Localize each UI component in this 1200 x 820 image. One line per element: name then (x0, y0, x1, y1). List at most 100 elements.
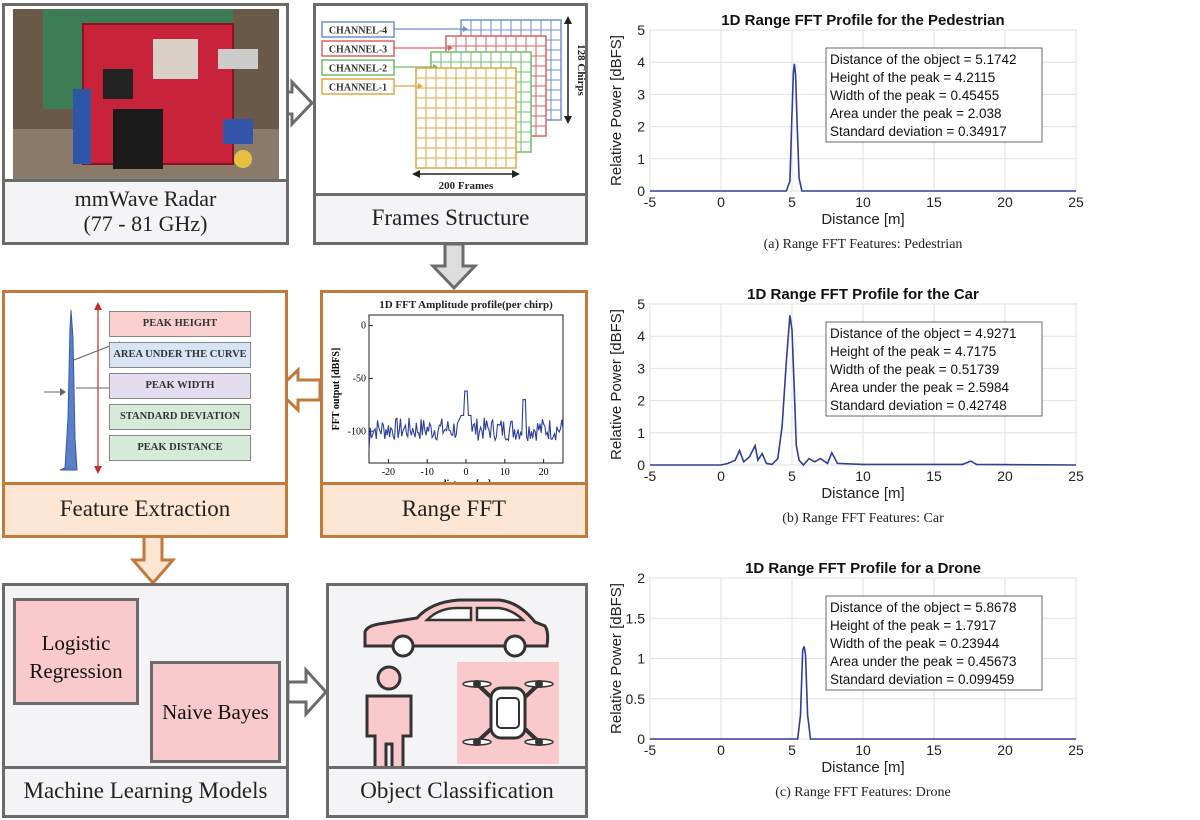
fft-xtick-label: -10 (421, 467, 434, 478)
chart-1-caption: (a) Range FFT Features: Pedestrian (764, 237, 963, 252)
feature-label-area-under-curve: AREA UNDER THE CURVE (109, 342, 251, 368)
chart-2-annotation-3: Width of the peak = 0.51739 (830, 362, 999, 377)
chart-3-title: 1D Range FFT Profile for a Drone (745, 560, 981, 577)
chart-2-ylabel: Relative Power [dBFS] (608, 309, 625, 460)
arrow-ml-to-classification (286, 666, 329, 718)
person-icon (365, 665, 413, 778)
fft-plot-frame (368, 314, 564, 464)
arrow-frames-to-fft (429, 242, 479, 291)
chart-2-xtick-label: 10 (855, 468, 871, 484)
chart-3-xtick-label: 15 (926, 742, 942, 758)
chart-2-annotation-5: Standard deviation = 0.42748 (830, 398, 1007, 413)
chart-1-annotation-4: Area under the peak = 2.038 (830, 106, 1002, 121)
chart-3-ytick-label: 1.5 (626, 610, 646, 626)
chart-3-ytick-label: 0.5 (626, 691, 646, 707)
fft-plot-title: 1D FFT Amplitude profile(per chirp) (379, 299, 553, 311)
chart-3-annotation-box (825, 595, 1043, 691)
chart-1-series-line (650, 63, 1076, 192)
channel-arrow-head (463, 26, 468, 32)
chart-1-ytick-label: 1 (637, 151, 645, 167)
car-icon (363, 598, 550, 658)
chart-3-series-line (650, 646, 1076, 740)
chart-2-xtick-label: 25 (1068, 468, 1084, 484)
fft-xtick-label: 20 (539, 467, 549, 478)
logistic-regression-box: Logistic Regression (13, 598, 139, 705)
chart-3-ytick-label: 0 (637, 731, 645, 747)
frames-arrow-head (512, 170, 520, 178)
fft-xtick-label: -20 (382, 467, 395, 478)
radar-caption-line1: mmWave Radar (74, 186, 217, 211)
chart-2-ytick-label: 3 (637, 360, 645, 376)
ml-models-box: Logistic Regression Naive Bayes Machine … (2, 583, 289, 818)
chart-3-xtick-label: 25 (1068, 742, 1084, 758)
chart-3-annotation-4: Area under the peak = 0.45673 (830, 654, 1017, 669)
naive-bayes-box: Naive Bayes (150, 661, 281, 763)
frames-caption: Frames Structure (316, 193, 585, 242)
chart-1-xtick-label: 5 (788, 194, 796, 210)
chart-2-xtick-label: -5 (644, 468, 657, 484)
frames-structure-box: CHANNEL-4 CHANNEL-3 CHANNEL-2 CHANNEL-1 128 … (313, 3, 588, 245)
chart-2-xtick-label: 0 (717, 468, 725, 484)
chart-2-annotation-4: Area under the peak = 2.5984 (830, 380, 1010, 395)
radar-box: mmWave Radar (77 - 81 GHz) (2, 3, 289, 245)
feature-label-peak-distance: PEAK DISTANCE (109, 435, 251, 461)
channel-label-2: CHANNEL-2 (329, 64, 387, 75)
chirps-arrow-head (564, 116, 572, 124)
chart-1-ylabel: Relative Power [dBFS] (608, 35, 625, 186)
fft-ylabel: FFT output [dBFS] (331, 348, 342, 431)
channel-label-3: CHANNEL-3 (329, 45, 387, 56)
logistic-regression-line1: Logistic (41, 631, 111, 655)
chart-1-xtick-label: 15 (926, 194, 942, 210)
chart-2-xtick-label: 20 (997, 468, 1013, 484)
chart-3-ylabel: Relative Power [dBFS] (608, 583, 625, 734)
feature-extraction-box: PEAK HEIGHT AREA UNDER THE CURVE PEAK WI… (2, 290, 288, 538)
chart-3-annotation-2: Height of the peak = 1.7917 (830, 618, 996, 633)
chart-1-annotation-3: Width of the peak = 0.45455 (830, 88, 999, 103)
chirps-label: 128 Chirps (575, 44, 586, 96)
feature-label-peak-width: PEAK WIDTH (109, 373, 251, 399)
chart-1-xtick-label: 20 (997, 194, 1013, 210)
arrow-features-to-ml (129, 533, 177, 586)
chart-2-ytick-label: 5 (637, 296, 645, 312)
range-fft-charts: 1D Range FFT Profile for the Pedestrian -… (608, 12, 1084, 800)
channel-arrow-head (418, 83, 423, 89)
chart-3-ytick-label: 2 (637, 570, 645, 586)
chirps-arrow-head (564, 16, 572, 24)
logistic-regression-line2: Regression (29, 659, 123, 683)
chart-2-ytick-label: 0 (637, 457, 645, 473)
fft-ytick-label: -100 (348, 426, 366, 437)
radar-board-image (13, 9, 279, 189)
chart-2-series-line (650, 315, 1077, 467)
chart-2-annotation-1: Distance of the object = 4.9271 (830, 326, 1017, 341)
chart-2-xtick-label: 15 (926, 468, 942, 484)
object-classification-box: Object Classification (326, 583, 588, 818)
fft-trace (368, 390, 564, 451)
chart-1-xtick-label: -5 (644, 194, 657, 210)
chart-1-annotation-2: Height of the peak = 4.2115 (830, 70, 995, 85)
frames-label: 200 Frames (439, 180, 494, 192)
chart-1-annotation-1: Distance of the object = 5.1742 (830, 52, 1017, 67)
chart-3-annotation-5: Standard deviation = 0.099459 (830, 672, 1014, 687)
chart-2-annotation-2: Height of the peak = 4.7175 (830, 344, 996, 359)
chart-3-xtick-label: -5 (644, 742, 657, 758)
ml-models-caption: Machine Learning Models (5, 766, 286, 815)
chart-3-xtick-label: 10 (855, 742, 871, 758)
frames-grid-diagram: CHANNEL-4 CHANNEL-3 CHANNEL-2 CHANNEL-1 128 … (321, 16, 586, 192)
chart-2-annotation-box (825, 321, 1043, 417)
chart-2-ytick-label: 4 (637, 328, 645, 344)
channel-label-1: CHANNEL-1 (329, 83, 387, 94)
range-fft-plot: 1D FFT Amplitude profile(per chirp) -20 -1… (331, 299, 564, 489)
chart-1-xtick-label: 25 (1068, 194, 1084, 210)
chart-2-ytick-label: 1 (637, 425, 645, 441)
fft-ytick-label: -50 (353, 373, 366, 384)
fft-ytick-label: 0 (361, 321, 366, 332)
feature-label-peak-height: PEAK HEIGHT (109, 311, 251, 337)
chart-3-xtick-label: 20 (997, 742, 1013, 758)
channel-arrow-head (448, 45, 453, 51)
chart-1-ytick-label: 4 (637, 54, 645, 70)
chart-3-caption: (c) Range FFT Features: Drone (775, 785, 950, 800)
fft-xtick-label: 0 (464, 467, 469, 478)
radar-caption-line2: (77 - 81 GHz) (83, 211, 208, 236)
chart-1-ytick-label: 0 (637, 183, 645, 199)
chart-1-annotation-5: Standard deviation = 0.34917 (830, 124, 1007, 139)
